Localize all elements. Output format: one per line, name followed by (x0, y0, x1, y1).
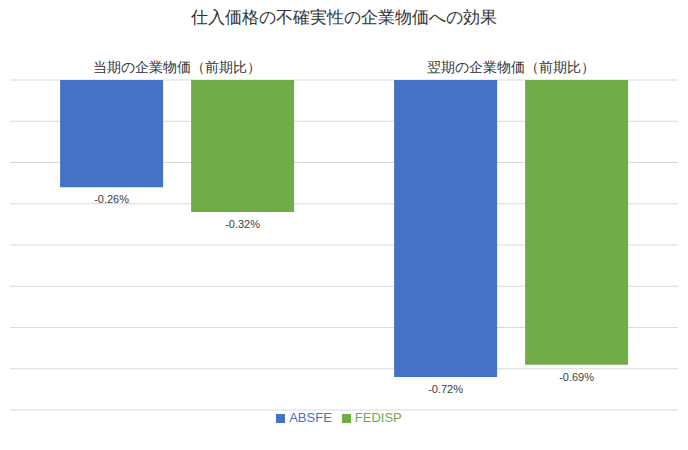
svg-text:-0.69%: -0.69% (559, 371, 594, 383)
svg-text:翌期の企業物価（前期比）: 翌期の企業物価（前期比） (427, 59, 595, 75)
svg-text:-0.72%: -0.72% (428, 383, 463, 395)
svg-text:当期の企業物価（前期比）: 当期の企業物価（前期比） (93, 59, 261, 75)
html-text:仕入価格の不確実性の企業物価への効果: 仕入価格の不確実性の企業物価への効果 (191, 8, 497, 27)
html-text:FEDISP: FEDISP (354, 410, 402, 425)
html-text:ABSFE: ABSFE (289, 410, 332, 425)
svg-text:-0.26%: -0.26% (94, 193, 129, 205)
svg-text:-0.32%: -0.32% (225, 218, 260, 230)
